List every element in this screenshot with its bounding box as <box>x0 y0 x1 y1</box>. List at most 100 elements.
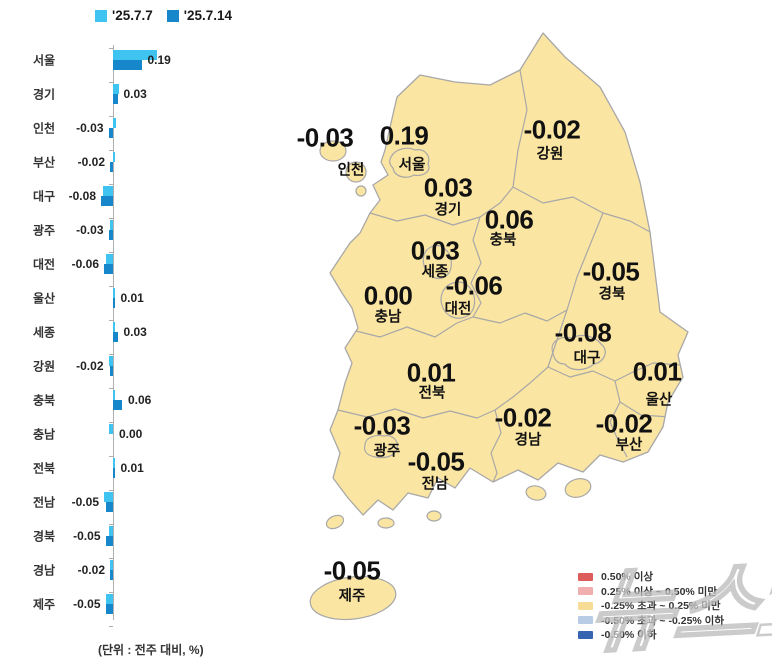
unit-footnote: (단위 : 전주 대비, %) <box>98 643 204 657</box>
axis-tick <box>109 354 113 355</box>
category-label-인천: 인천 <box>33 121 56 136</box>
value-label-충북: 0.06 <box>128 393 152 407</box>
series1-bar-서울 <box>113 50 157 60</box>
value-label-광주: -0.03 <box>76 223 104 237</box>
category-label-경기: 경기 <box>33 87 56 102</box>
axis-tick <box>109 218 113 219</box>
series1-bar-경남 <box>110 560 113 570</box>
axis-tick <box>109 626 113 627</box>
series1-label: '25.7.7 <box>112 8 153 23</box>
category-label-충남: 충남 <box>33 427 56 442</box>
map-legend-row-2: -0.25% 초과 ~ 0.25% 미만 <box>578 598 720 613</box>
series1-bar-전북 <box>113 458 115 468</box>
map-legend-swatch-icon <box>578 572 593 581</box>
value-label-전남: -0.05 <box>71 495 99 509</box>
category-label-세종: 세종 <box>33 325 56 340</box>
map-legend-label: -0.50% 초과 ~ -0.25% 이하 <box>601 614 724 627</box>
daegu-boundary <box>551 334 606 371</box>
seoul-boundary <box>389 147 430 178</box>
series1-bar-부산 <box>113 152 115 162</box>
map-legend-label: -0.25% 초과 ~ 0.25% 미만 <box>601 600 721 612</box>
series2-bar-인천 <box>108 128 113 138</box>
axis-tick <box>109 252 113 253</box>
axis-tick <box>109 422 113 423</box>
legend-item-s1: '25.7.7 <box>95 8 153 23</box>
series2-label: '25.7.14 <box>183 8 233 23</box>
axis-tick <box>109 388 113 389</box>
map-legend-label: -0.50% 이하 <box>601 629 657 641</box>
series2-bar-전북 <box>113 468 115 478</box>
incheon-island <box>319 140 347 162</box>
value-label-울산: 0.01 <box>120 291 144 305</box>
series2-bar-울산 <box>113 298 115 308</box>
category-label-전남: 전남 <box>33 495 56 510</box>
series2-bar-광주 <box>108 230 113 240</box>
province-borders <box>337 69 682 483</box>
axis-tick <box>109 592 113 593</box>
value-label-세종: 0.03 <box>123 325 147 339</box>
category-label-전북: 전북 <box>33 461 56 476</box>
value-label-충남: 0.00 <box>119 427 143 441</box>
category-label-대구: 대구 <box>33 189 56 204</box>
axis-tick <box>109 184 113 185</box>
axis-tick <box>109 82 113 83</box>
islands <box>309 140 592 621</box>
series1-bar-강원 <box>108 356 113 366</box>
series2-bar-대전 <box>104 264 113 274</box>
value-label-서울: 0.19 <box>147 53 171 67</box>
value-label-대전: -0.06 <box>71 257 99 271</box>
geoje-island <box>564 478 592 498</box>
value-label-경북: -0.05 <box>73 529 101 543</box>
series1-bar-제주 <box>105 594 113 604</box>
category-label-강원: 강원 <box>33 359 56 374</box>
series1-bar-전남 <box>104 492 113 502</box>
series1-swatch-icon <box>95 9 107 22</box>
jeju-island <box>309 575 397 621</box>
jindo-island <box>325 514 345 530</box>
value-label-대구: -0.08 <box>68 189 96 203</box>
value-label-경남: -0.02 <box>77 563 105 577</box>
value-label-경기: 0.03 <box>123 87 147 101</box>
axis-tick <box>109 150 113 151</box>
map-legend-swatch-icon <box>578 630 593 639</box>
category-label-경북: 경북 <box>33 529 56 544</box>
map-legend-row-4: -0.50% 이하 <box>578 627 657 642</box>
category-label-경남: 경남 <box>33 563 56 578</box>
category-label-대전: 대전 <box>33 257 56 272</box>
series1-bar-세종 <box>113 322 115 332</box>
series1-bar-광주 <box>110 220 113 230</box>
series1-bar-울산 <box>113 288 115 298</box>
series2-bar-서울 <box>113 60 142 70</box>
map-legend-label: 0.50% 이상 <box>601 571 654 583</box>
axis-tick <box>109 558 113 559</box>
namhae-island <box>525 485 547 501</box>
series1-bar-대전 <box>105 254 113 264</box>
axis-tick <box>109 456 113 457</box>
value-label-강원: -0.02 <box>76 359 104 373</box>
series1-bar-충남 <box>108 424 113 434</box>
series2-bar-충북 <box>113 400 122 410</box>
value-label-전북: 0.01 <box>120 461 144 475</box>
value-label-부산: -0.02 <box>77 155 105 169</box>
series1-bar-대구 <box>102 186 113 196</box>
chart-legend: '25.7.7 '25.7.14 <box>95 8 232 23</box>
korea-province-map <box>309 32 689 621</box>
region-bar-chart: 서울 0.19 경기 0.03 인천 -0.03 부산 -0.02 대구 -0.08 광주 -0.03… <box>0 0 285 666</box>
series2-bar-부산 <box>110 162 113 172</box>
series2-bar-강원 <box>110 366 113 376</box>
axis-tick <box>109 320 113 321</box>
legend-item-s2: '25.7.14 <box>166 8 233 23</box>
mainland-shape <box>329 32 689 516</box>
series2-bar-경북 <box>105 536 113 546</box>
series2-bar-제주 <box>105 604 113 614</box>
series1-bar-경기 <box>113 84 119 94</box>
category-label-광주: 광주 <box>33 223 56 238</box>
value-label-제주: -0.05 <box>73 597 101 611</box>
map-legend-row-0: 0.50% 이상 <box>578 569 653 584</box>
map-legend-swatch-icon <box>578 601 593 610</box>
series2-swatch-icon <box>166 9 179 22</box>
gwangju-boundary <box>363 434 398 459</box>
series1-bar-인천 <box>113 118 116 128</box>
category-label-제주: 제주 <box>33 597 56 612</box>
